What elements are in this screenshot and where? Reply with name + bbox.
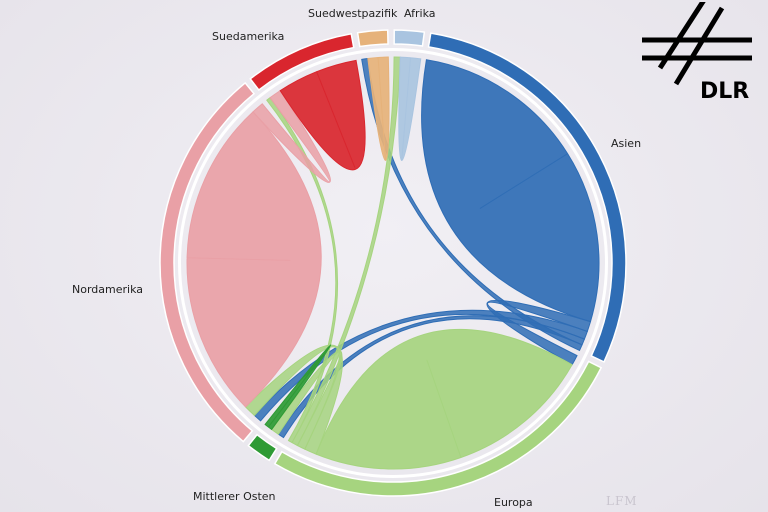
chord-suedamerika-suedamerika [279,59,366,171]
chord-nordamerika-nordamerika [186,111,322,408]
group-arcs [159,29,627,497]
chord-mittlerer-osten-mittlerer-osten [264,344,332,431]
chord-nordamerika-suedamerika [252,89,331,183]
arc-europa [273,360,603,497]
label-afrika: Afrika [404,7,436,20]
label-europa: Europa [494,496,533,509]
label-nordamerika: Nordamerika [72,283,143,296]
chord-europa-suedamerika [266,96,339,444]
arc-afrika [393,29,426,47]
chord-europa-afrika [291,56,401,447]
dlr-logo: DLR [632,0,758,104]
dlr-logo-icon: DLR [642,0,752,104]
chord-asien-asien [421,59,600,323]
label-asien: Asien [611,137,642,150]
label-suedwestpazifik: Suedwestpazifik [308,7,398,20]
arc-suedwestpazifik [356,29,389,48]
watermark: LFM [606,494,638,508]
chord-asien-europa [486,299,592,366]
arc-nordamerika [159,81,256,443]
label-mittlerer-osten: Mittlerer Osten [193,490,276,503]
chord-europa-europa [315,328,573,470]
arc-asien [427,32,627,363]
chords [186,56,600,470]
dlr-logo-text: DLR [700,79,749,102]
chord-asien-suedwestpazifik [361,57,583,352]
chord-suedwestpazifik-suedwestpazifik [367,56,390,161]
arc-mittlerer-osten [247,433,278,462]
inner-ring [178,48,608,478]
chord-afrika-afrika [398,56,422,161]
label-suedamerika: Suedamerika [212,30,285,43]
arc-suedamerika [249,32,355,91]
